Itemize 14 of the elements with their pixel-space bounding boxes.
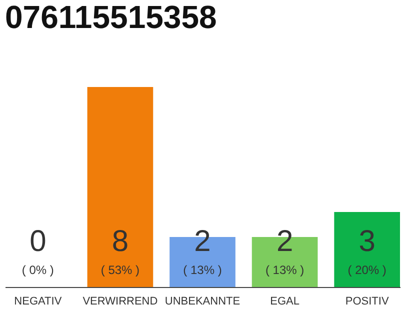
- x-tick-label: EGAL: [270, 296, 300, 308]
- chart-title: 076115515358: [5, 0, 217, 35]
- annotation: ( 13% ): [265, 263, 304, 277]
- data-label: 0: [30, 225, 46, 258]
- annotation: ( 0% ): [22, 263, 54, 277]
- x-tick-label: POSITIV: [345, 296, 390, 308]
- data-label: 3: [358, 225, 376, 258]
- annotation: ( 53% ): [100, 263, 140, 277]
- x-tick-label: UNBEKANNTE: [164, 296, 240, 308]
- x-tick-label: NEGATIV: [14, 296, 62, 308]
- data-label: 8: [112, 225, 129, 258]
- annotation: ( 13% ): [183, 263, 222, 277]
- annotation: ( 20% ): [348, 263, 386, 277]
- x-tick-label: VERWIRREND: [82, 296, 158, 308]
